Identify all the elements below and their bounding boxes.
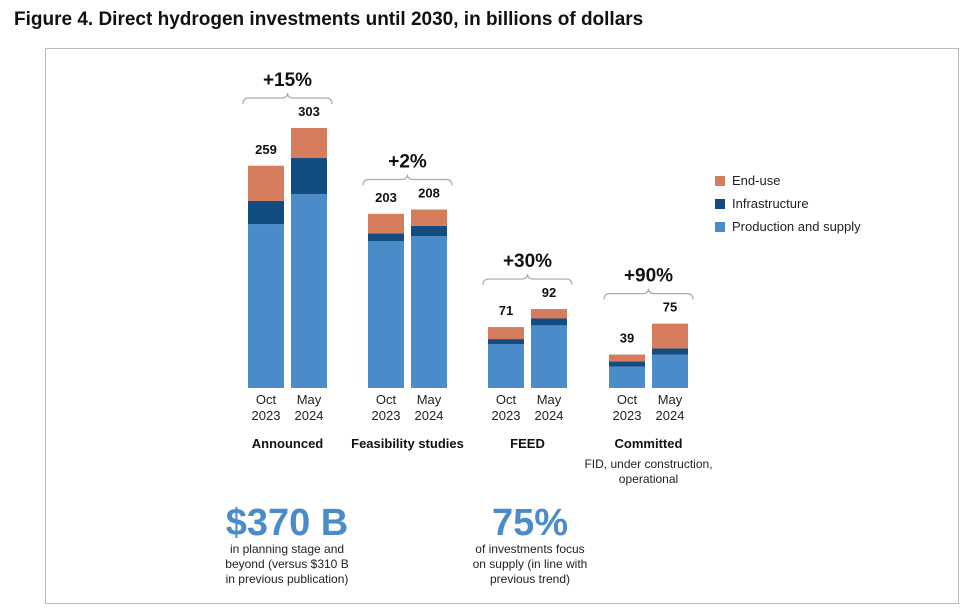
x-tick-label: 2023: [492, 408, 521, 423]
bar-segment-infrastructure: [652, 348, 688, 355]
bar-total-label: 303: [298, 104, 320, 119]
bar-segment-infrastructure: [609, 361, 645, 367]
group-label: FEED: [510, 436, 545, 451]
x-tick-label: Oct: [376, 392, 397, 407]
bar-segment-production: [291, 194, 327, 388]
x-tick-label: Oct: [256, 392, 277, 407]
legend-swatch: [715, 199, 725, 209]
bar-total-label: 92: [542, 285, 556, 300]
bar-segment-end-use: [609, 354, 645, 362]
x-tick-label: May: [658, 392, 683, 407]
bar-segment-infrastructure: [531, 318, 567, 326]
bar-segment-end-use: [291, 128, 327, 159]
change-label: +15%: [263, 70, 312, 91]
bar-total-label: 208: [418, 186, 440, 201]
x-tick-label: May: [537, 392, 562, 407]
legend-swatch: [715, 176, 725, 186]
x-tick-label: 2023: [252, 408, 281, 423]
x-tick-label: 2024: [535, 408, 564, 423]
kpi-description: on supply (in line with: [473, 557, 588, 571]
bar-segment-end-use: [488, 327, 524, 340]
change-brace: [482, 274, 573, 286]
bar-segment-end-use: [531, 309, 567, 319]
x-tick-label: 2024: [295, 408, 324, 423]
change-label: +30%: [503, 251, 552, 272]
x-tick-label: May: [297, 392, 322, 407]
bar-segment-infrastructure: [248, 200, 284, 225]
bar-total-label: 259: [255, 142, 277, 157]
change-label: +2%: [388, 152, 427, 173]
kpi-value: 75%: [492, 502, 568, 544]
bar-segment-production: [488, 344, 524, 388]
x-tick-label: 2024: [415, 408, 444, 423]
kpi-description: of investments focus: [475, 542, 584, 556]
x-tick-label: 2023: [613, 408, 642, 423]
change-brace: [362, 174, 453, 186]
x-tick-label: 2023: [372, 408, 401, 423]
chart-frame: [45, 48, 959, 604]
legend-label: End-use: [732, 173, 780, 188]
bar-segment-infrastructure: [368, 233, 404, 242]
bar-total-label: 39: [620, 331, 634, 346]
bar-segment-infrastructure: [488, 339, 524, 345]
change-label: +90%: [624, 266, 673, 287]
bar-segment-infrastructure: [291, 158, 327, 195]
change-brace: [603, 288, 694, 300]
bar-segment-production: [531, 325, 567, 388]
change-brace: [242, 92, 333, 105]
kpi-value: $370 B: [226, 502, 349, 544]
bar-segment-production: [368, 241, 404, 388]
legend-label: Infrastructure: [732, 196, 809, 211]
legend-label: Production and supply: [732, 219, 861, 234]
bar-segment-production: [609, 366, 645, 388]
legend-swatch: [715, 222, 725, 232]
bar-total-label: 203: [375, 190, 397, 205]
group-label: Feasibility studies: [351, 436, 464, 451]
figure-title: Figure 4. Direct hydrogen investments un…: [14, 9, 644, 30]
kpi-description: previous trend): [490, 572, 570, 586]
x-tick-label: Oct: [617, 392, 638, 407]
bar-segment-end-use: [368, 213, 404, 234]
bar-segment-production: [652, 354, 688, 388]
bar-total-label: 71: [499, 303, 513, 318]
bar-segment-end-use: [248, 165, 284, 201]
kpi-description: in planning stage and: [230, 542, 344, 556]
bar-segment-production: [248, 224, 284, 388]
x-tick-label: Oct: [496, 392, 517, 407]
bar-segment-end-use: [652, 323, 688, 349]
kpi-description: beyond (versus $310 B: [225, 557, 348, 571]
bar-total-label: 75: [663, 300, 677, 315]
bar-segment-end-use: [411, 209, 447, 226]
group-sublabel: FID, under construction,: [584, 457, 712, 471]
group-label: Committed: [615, 436, 683, 451]
x-tick-label: May: [417, 392, 442, 407]
x-tick-label: 2024: [656, 408, 685, 423]
bar-segment-production: [411, 236, 447, 388]
group-sublabel: operational: [619, 472, 678, 486]
bar-segment-infrastructure: [411, 225, 447, 237]
group-label: Announced: [252, 436, 324, 451]
kpi-description: in previous publication): [226, 572, 349, 586]
